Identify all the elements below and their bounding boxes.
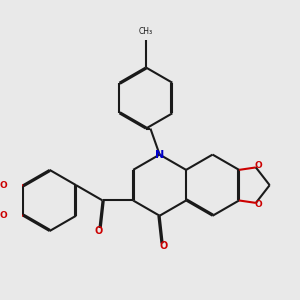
Text: O: O <box>94 226 103 236</box>
Text: N: N <box>155 150 164 160</box>
Text: O: O <box>160 241 168 251</box>
Text: O: O <box>254 200 262 209</box>
Text: O: O <box>0 211 8 220</box>
Text: CH₃: CH₃ <box>139 27 153 36</box>
Text: O: O <box>254 161 262 170</box>
Text: O: O <box>0 181 8 190</box>
